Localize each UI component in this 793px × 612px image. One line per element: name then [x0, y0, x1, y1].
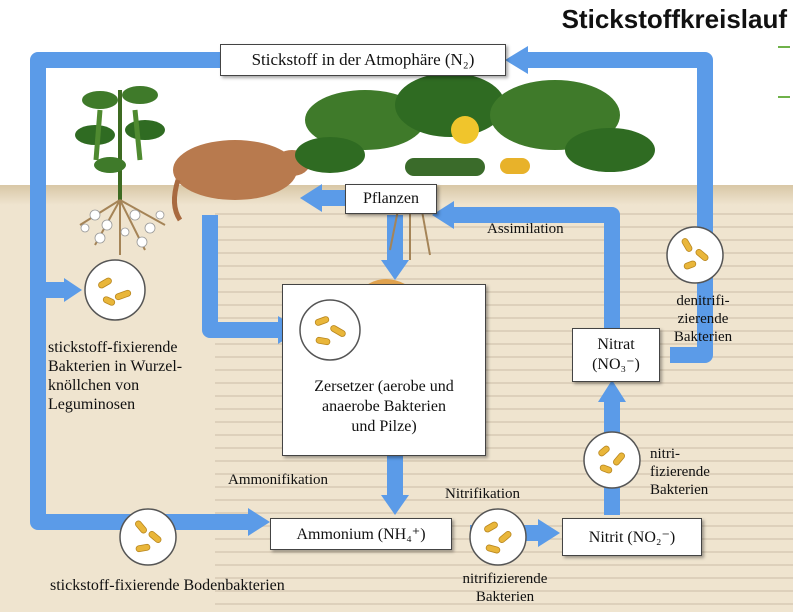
arrowhead: [248, 508, 270, 536]
nitrifying-bottom-line1: nitrifizierende: [462, 571, 548, 587]
legume-plant-illustration: [75, 86, 166, 255]
nitrate-label-line1: Nitrat: [597, 336, 635, 353]
nitrite-box: Nitrit (NO₂⁻): [562, 518, 702, 556]
diagram-title: Stickstoffkreislauf: [561, 4, 787, 34]
decomposers-label-line3: und Pilze): [351, 418, 417, 435]
arrow-animal-to-decomposers: [202, 215, 280, 338]
bacteria-nitrifying-bottom: [469, 508, 527, 566]
bacteria-denitrifying: [666, 226, 724, 284]
decomposers-box: Zersetzer (aerobe und anaerobe Bakterien…: [282, 284, 486, 456]
ammonium-box: Ammonium (NH₄⁺): [270, 518, 452, 550]
plants-box: Pflanzen: [345, 184, 437, 214]
bacteria-nodule: [84, 259, 146, 321]
denitrifying-label: denitrifi- zierende Bakterien: [658, 292, 748, 346]
nitrate-label-line2: (NO₃⁻): [592, 356, 640, 373]
nitrification-label: Nitrifikation: [445, 486, 520, 502]
nitrifying-bottom-line2: Bakterien: [475, 589, 535, 605]
nitrifying-bottom-label: nitrifizierende Bakterien: [440, 570, 570, 606]
atmosphere-box: Stickstoff in der Atmophäre (N₂): [220, 44, 506, 76]
decomposers-label-line1: Zersetzer (aerobe und: [314, 378, 454, 395]
nodule-line1: stickstoff-fixierende: [48, 339, 178, 356]
arrow-denitrification: [525, 52, 713, 363]
nodule-line4: Leguminosen: [48, 396, 136, 413]
decor-line: [778, 96, 790, 98]
assimilation-label: Assimilation: [487, 221, 564, 237]
arrowhead: [598, 380, 626, 402]
nitrifying-right-line3: Bakterien: [650, 482, 709, 498]
arrowhead: [381, 260, 409, 280]
nodule-line2: Bakterien in Wurzel-: [48, 358, 183, 375]
arrowhead: [381, 495, 409, 515]
arrowhead: [538, 519, 560, 547]
nitrite-label: Nitrit (NO₂⁻): [588, 529, 676, 546]
ammonification-label: Ammonifikation: [228, 472, 328, 488]
nodule-bacteria-label: stickstoff-fixierende Bakterien in Wurze…: [48, 338, 182, 414]
arrowhead: [64, 278, 82, 302]
denitrifying-line3: Bakterien: [673, 329, 733, 345]
bacteria-nitrifying-right: [583, 431, 641, 489]
denitrifying-line1: denitrifi-: [676, 293, 730, 309]
bacteria-decomposers: [299, 299, 361, 361]
denitrifying-line2: zierende: [677, 311, 729, 327]
nitrate-box: Nitrat (NO₃⁻): [572, 328, 660, 382]
soil-bacteria-label: stickstoff-fixierende Bodenbakterien: [50, 577, 285, 594]
plants-label: Pflanzen: [363, 190, 419, 207]
decor-line: [778, 46, 790, 48]
decomposers-label-line2: anaerobe Bakterien: [322, 398, 446, 415]
arrow-assimilation: [450, 207, 620, 330]
bacteria-soil: [119, 508, 177, 566]
ammonium-label: Ammonium (NH₄⁺): [296, 526, 426, 543]
nitrifying-right-label: nitri- fizierende Bakterien: [650, 445, 710, 499]
nitrifying-right-line2: fizierende: [650, 464, 710, 480]
atmosphere-label: Stickstoff in der Atmophäre (N₂): [251, 50, 475, 69]
arrowhead: [300, 184, 322, 212]
plant-illustration: [295, 73, 655, 260]
arrowhead: [505, 46, 528, 74]
nodule-line3: knöllchen von: [48, 377, 140, 394]
arrowhead: [432, 201, 454, 229]
nitrifying-right-line1: nitri-: [650, 446, 680, 462]
